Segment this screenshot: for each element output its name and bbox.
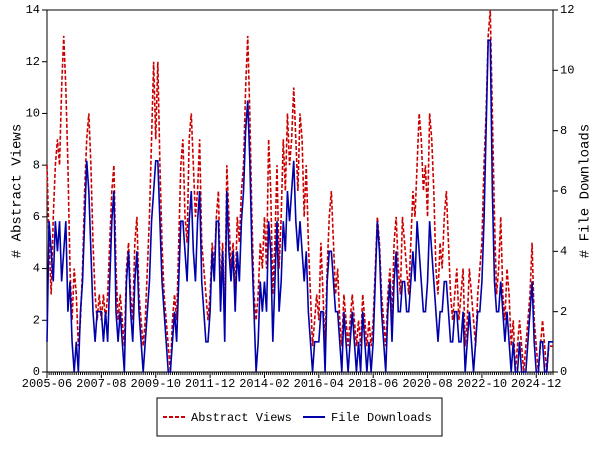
x-tick-label: 2014-02	[239, 377, 289, 391]
x-tick-label: 2009-10	[131, 377, 181, 391]
x-tick-label: 2024-12	[511, 377, 561, 391]
x-tick-label: 2007-08	[76, 377, 126, 391]
x-tick-label: 2018-06	[348, 377, 398, 391]
series-line	[46, 39, 553, 373]
y2-tick-label: 12	[560, 3, 574, 17]
y2-tick-label: 6	[560, 184, 567, 198]
y-tick-label: 2	[33, 313, 40, 327]
x-tick-label: 2011-12	[185, 377, 235, 391]
y2-tick-label: 4	[560, 245, 567, 259]
y-tick-label: 10	[26, 107, 40, 121]
legend-label: File Downloads	[331, 411, 432, 425]
x-tick-label: 2016-04	[294, 377, 344, 391]
y-tick-label: 4	[33, 262, 40, 276]
y-axis-label: # Abstract Views	[10, 124, 26, 258]
y2-tick-label: 2	[560, 305, 567, 319]
y2-tick-label: 8	[560, 124, 567, 138]
y2-axis-label: # File Downloads	[578, 124, 594, 258]
legend-label: Abstract Views	[191, 411, 292, 425]
y-tick-label: 6	[33, 210, 40, 224]
legend-box	[156, 397, 443, 437]
y-tick-label: 12	[26, 55, 40, 69]
y-tick-label: 8	[33, 158, 40, 172]
x-tick-label: 2020-08	[402, 377, 452, 391]
x-tick-label: 2005-06	[22, 377, 72, 391]
series-line	[46, 9, 553, 373]
y2-tick-label: 10	[560, 64, 574, 78]
y-tick-label: 0	[33, 365, 40, 379]
x-tick-label: 2022-10	[457, 377, 507, 391]
y-tick-label: 14	[26, 3, 40, 17]
y2-tick-label: 0	[560, 365, 567, 379]
